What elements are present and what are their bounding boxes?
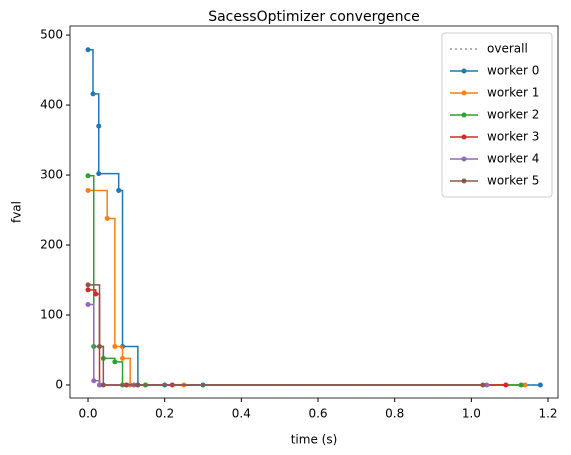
data-point <box>96 123 102 129</box>
x-axis-label: time (s) <box>291 433 338 447</box>
chart-title: SacessOptimizer convergence <box>208 9 420 25</box>
series-line <box>88 175 522 386</box>
legend-marker <box>461 90 467 96</box>
x-tick-label: 0.4 <box>232 407 251 421</box>
data-point <box>116 187 122 193</box>
series-line <box>88 289 506 386</box>
legend-box <box>441 32 553 198</box>
data-point <box>104 215 110 221</box>
y-axis-label: fval <box>10 201 24 223</box>
data-point <box>135 382 141 388</box>
legend-marker <box>461 178 467 184</box>
data-point <box>522 382 528 388</box>
data-point <box>97 382 103 388</box>
data-point <box>85 47 91 53</box>
x-tick-label: 1.2 <box>538 407 557 421</box>
legend-label: worker 4 <box>487 152 539 166</box>
x-tick-label: 0.8 <box>385 407 404 421</box>
data-point <box>112 343 118 349</box>
y-tick-label: 0 <box>55 377 63 391</box>
data-point <box>120 355 126 361</box>
data-point <box>85 187 91 193</box>
data-point <box>537 382 543 388</box>
data-point <box>96 171 102 177</box>
data-point <box>518 382 524 388</box>
data-point <box>85 282 91 288</box>
legend-marker <box>461 112 467 118</box>
data-point <box>90 91 96 97</box>
data-point <box>85 287 91 293</box>
legend-label: worker 0 <box>487 64 539 78</box>
y-tick-label: 100 <box>40 308 63 322</box>
y-tick-label: 300 <box>40 168 63 182</box>
legend-label: worker 2 <box>487 108 539 122</box>
legend-marker <box>461 68 467 74</box>
data-point <box>480 382 486 388</box>
series-line <box>88 189 526 386</box>
data-point <box>112 359 118 365</box>
data-point <box>93 291 99 297</box>
legend-label: overall <box>487 42 528 56</box>
x-tick-label: 0.6 <box>308 407 327 421</box>
legend-marker <box>461 156 467 162</box>
legend-label: worker 5 <box>487 174 539 188</box>
legend-label: worker 1 <box>487 86 539 100</box>
series-line <box>88 284 483 386</box>
y-tick-label: 400 <box>40 98 63 112</box>
y-tick-label: 500 <box>40 28 63 42</box>
data-point <box>91 378 97 384</box>
series-line <box>88 303 541 386</box>
x-tick-label: 0.2 <box>155 407 174 421</box>
data-point <box>85 302 91 308</box>
x-tick-label: 0.0 <box>78 407 97 421</box>
legend-label: worker 3 <box>487 130 539 144</box>
data-point <box>85 173 91 179</box>
x-tick-label: 1.0 <box>462 407 481 421</box>
y-tick-label: 200 <box>40 238 63 252</box>
series-line <box>88 303 487 386</box>
data-point <box>100 382 106 388</box>
data-point <box>97 343 103 349</box>
plot-frame <box>69 25 559 399</box>
data-point <box>503 382 509 388</box>
data-point <box>484 382 490 388</box>
legend-marker <box>461 134 467 140</box>
